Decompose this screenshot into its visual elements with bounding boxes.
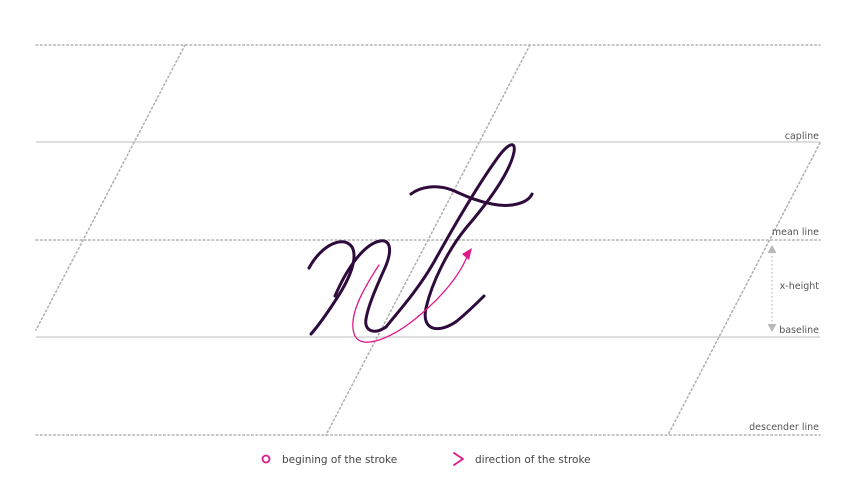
x-height-label: x-height: [780, 281, 820, 292]
slant-guide-right: [667, 142, 821, 436]
letter-n-arch: [333, 239, 391, 333]
letter-t-stem: [384, 143, 516, 331]
x-height-arrow-down-icon: [767, 324, 777, 332]
stroke-direction-path: [352, 256, 468, 343]
x-height-marker: [767, 245, 777, 332]
mean-line-label: mean line: [772, 227, 819, 238]
capline-label: capline: [785, 131, 819, 142]
stroke-direction-chevron-icon: [453, 452, 464, 466]
descender-line-label: descender line: [749, 422, 819, 433]
legend-direction-label: direction of the stroke: [475, 454, 591, 466]
stroke-direction-arrowhead-icon: [462, 248, 472, 260]
letter-t-crossbar: [409, 185, 534, 207]
slant-guide-center: [325, 44, 531, 436]
stroke-start-icon: [261, 454, 271, 464]
lettering-nt: [307, 143, 534, 336]
x-height-arrow-up-icon: [767, 245, 777, 253]
slant-guide-left: [35, 44, 186, 331]
legend: begining of the stroke direction of the …: [261, 452, 591, 466]
letter-n-first-stroke: [307, 240, 356, 336]
stroke-guide: [352, 248, 472, 343]
baseline-label: baseline: [779, 325, 819, 336]
legend-start-label: begining of the stroke: [282, 454, 397, 466]
